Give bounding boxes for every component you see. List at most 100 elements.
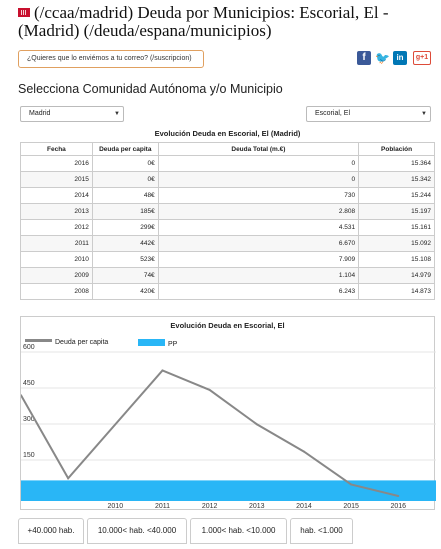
table-row: 2016 0€ 0 15.364 (20, 155, 435, 172)
municipio-select-value: Escorial, El (315, 110, 351, 117)
table-cell: 15.161 (358, 219, 435, 236)
table-cell: 730 (157, 187, 360, 204)
table-cell: 14.979 (358, 267, 435, 284)
page-title[interactable]: (/ccaa/madrid) Deuda por Municipios: Esc… (18, 3, 389, 40)
deuda-point (67, 477, 70, 480)
table-cell: 2008 (20, 283, 93, 300)
debt-table: Fecha Deuda per capita Deuda Total (m.€)… (20, 142, 435, 300)
table-cell: 15.108 (358, 251, 435, 268)
table-cell: 15.197 (358, 203, 435, 220)
table-cell: 2012 (20, 219, 93, 236)
deuda-point (208, 388, 211, 391)
table-row: 2011 442€ 6.670 15.092 (20, 235, 435, 252)
deuda-point (302, 450, 305, 453)
table-cell: 2015 (20, 171, 93, 188)
table-cell: 0€ (91, 171, 159, 188)
table-cell: 442€ (91, 235, 159, 252)
table-cell: 2014 (20, 187, 93, 204)
pp-area (21, 480, 436, 501)
header-fecha[interactable]: Fecha (20, 142, 93, 156)
x-tick-label: 2015 (343, 503, 359, 510)
table-title: Evolución Deuda en Escorial, El (Madrid) (154, 129, 301, 138)
table-cell: 1.104 (157, 267, 360, 284)
legend-item-deuda[interactable]: Deuda per capita (25, 339, 108, 346)
table-cell: 6.670 (157, 235, 360, 252)
chevron-down-icon: ▼ (114, 111, 120, 117)
y-tick-label: 300 (23, 416, 35, 423)
table-row: 2009 74€ 1.104 14.979 (20, 267, 435, 284)
gplus-icon[interactable]: g+1 (413, 51, 431, 65)
x-tick-label: 2014 (296, 503, 312, 510)
table-cell: 15.244 (358, 187, 435, 204)
legend-box-swatch (138, 339, 165, 346)
deuda-point (350, 483, 353, 486)
chart-title: Evolución Deuda en Escorial, El (170, 321, 285, 330)
table-cell: 420€ (91, 283, 159, 300)
table-row: 2015 0€ 0 15.342 (20, 171, 435, 188)
table-cell: 2016 (20, 155, 93, 172)
table-cell: 2.808 (157, 203, 360, 220)
table-cell: 523€ (91, 251, 159, 268)
table-cell: 6.243 (157, 283, 360, 300)
table-cell: 15.364 (358, 155, 435, 172)
header-deuda-per-capita[interactable]: Deuda per capita (91, 142, 159, 156)
table-row: 2014 48€ 730 15.244 (20, 187, 435, 204)
header-poblacion[interactable]: Población (358, 142, 435, 156)
table-cell: 2013 (20, 203, 93, 220)
deuda-series-line (21, 369, 399, 497)
tab-10000-40000[interactable]: 10.000< hab. <40.000 (87, 518, 187, 544)
table-cell: 15.092 (358, 235, 435, 252)
legend-line-swatch (25, 339, 52, 342)
madrid-flag-icon (18, 8, 30, 17)
table-cell: 0 (157, 171, 360, 188)
table-cell: 0€ (91, 155, 159, 172)
table-cell: 48€ (91, 187, 159, 204)
twitter-icon[interactable]: 🐦 (375, 51, 390, 65)
chevron-down-icon: ▼ (421, 111, 427, 117)
table-row: 2010 523€ 7.909 15.108 (20, 251, 435, 268)
deuda-point (397, 495, 400, 497)
ccaa-select[interactable]: Madrid ▼ (20, 106, 124, 122)
legend-label: PP (168, 341, 178, 348)
legend-label: Deuda per capita (55, 339, 109, 346)
x-tick-label: 2016 (390, 503, 406, 510)
legend-item-pp[interactable]: PP (138, 339, 177, 348)
table-cell: 7.909 (157, 251, 360, 268)
municipio-select[interactable]: Escorial, El ▼ (306, 106, 431, 122)
y-tick-label: 600 (23, 344, 35, 351)
population-tabs: +40.000 hab. 10.000< hab. <40.000 1.000<… (18, 518, 438, 544)
linkedin-icon[interactable]: in (393, 51, 407, 65)
table-cell: 0 (157, 155, 360, 172)
x-tick-label: 2011 (155, 503, 170, 510)
table-row: 2012 299€ 4.531 15.161 (20, 219, 435, 236)
table-cell: 2010 (20, 251, 93, 268)
table-cell: 2009 (20, 267, 93, 284)
table-cell: 74€ (91, 267, 159, 284)
x-tick-label: 2013 (249, 503, 265, 510)
table-cell: 299€ (91, 219, 159, 236)
table-cell: 2011 (20, 235, 93, 252)
y-tick-label: 450 (23, 380, 35, 387)
tab-over-40000[interactable]: +40.000 hab. (18, 518, 84, 544)
table-header-row: Fecha Deuda per capita Deuda Total (m.€)… (20, 142, 435, 156)
email-subscribe-link[interactable]: ¿Quieres que lo enviémos a tu correo? (/… (18, 50, 204, 68)
deuda-point (255, 423, 258, 426)
table-cell: 4.531 (157, 219, 360, 236)
table-row: 2008 420€ 6.243 14.873 (20, 283, 435, 300)
header-deuda-total[interactable]: Deuda Total (m.€) (157, 142, 360, 156)
ccaa-select-value: Madrid (29, 110, 51, 117)
deuda-point (161, 369, 164, 372)
debt-chart: Evolución Deuda en Escorial, El Deuda pe… (20, 316, 436, 510)
table-cell: 185€ (91, 203, 159, 220)
facebook-icon[interactable]: f (357, 51, 371, 65)
x-tick-label: 2012 (202, 503, 218, 510)
section-title: Selecciona Comunidad Autónoma y/o Munici… (18, 82, 283, 96)
y-tick-label: 150 (23, 452, 35, 459)
tab-under-1000[interactable]: hab. <1.000 (290, 518, 353, 544)
tab-1000-10000[interactable]: 1.000< hab. <10.000 (190, 518, 287, 544)
chart-plot: 150 300 450 600 2010 2011 2012 2013 2014 2015 2016 (21, 344, 436, 510)
deuda-point (21, 394, 22, 397)
table-cell: 14.873 (358, 283, 435, 300)
table-cell: 15.342 (358, 171, 435, 188)
x-tick-label: 2010 (108, 503, 124, 510)
